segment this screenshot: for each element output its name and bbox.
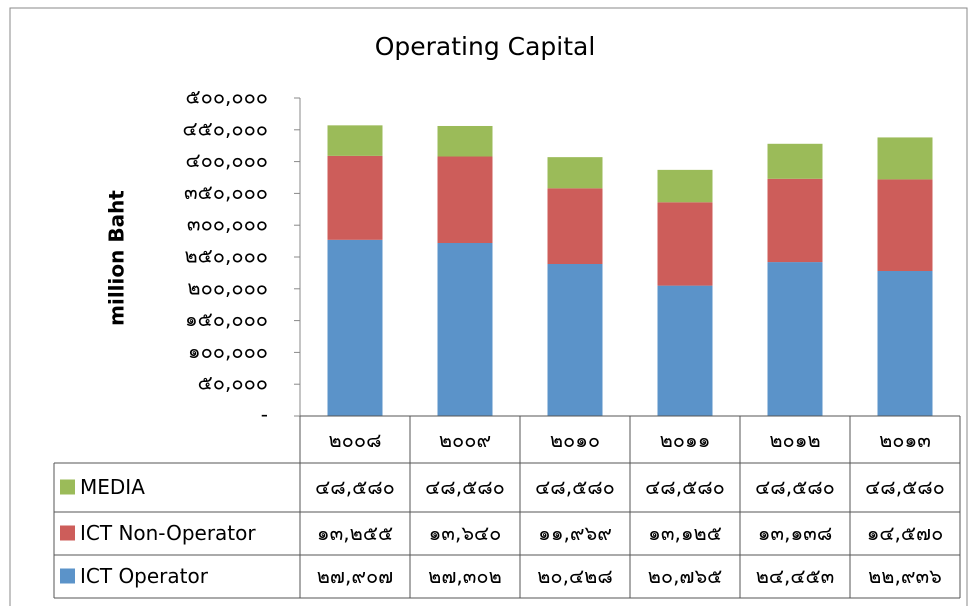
x-tick-label: ๒๐๑๐ <box>550 428 600 452</box>
y-tick-label: ๕๐๐,๐๐๐ <box>185 85 268 109</box>
legend-key <box>60 568 75 584</box>
table-cell: ๔๘,๕๘๐ <box>425 475 505 499</box>
table-cell: ๑๓,๑๒๕ <box>648 521 722 545</box>
x-tick-label: ๒๐๑๑ <box>660 428 711 452</box>
table-cell: ๑๔,๕๗๐ <box>867 521 944 545</box>
bar-segment <box>547 188 603 264</box>
bar-segment <box>437 156 493 244</box>
y-tick-label: ๒๐๐,๐๐๐ <box>187 275 268 299</box>
bar-segment <box>437 125 493 157</box>
table-cell: ๑๓,๑๓๘ <box>758 521 833 545</box>
table-cell: ๒๐,๗๖๕ <box>648 564 723 588</box>
table-cell: ๔๘,๕๘๐ <box>865 475 945 499</box>
legend-key <box>60 525 75 541</box>
y-tick-label: ๒๕๐,๐๐๐ <box>184 244 268 268</box>
bar-segment <box>327 125 383 156</box>
y-tick-label: ๑๕๐,๐๐๐ <box>185 307 268 331</box>
chart-title: Operating Capital <box>375 32 596 61</box>
bar-segment <box>437 243 493 416</box>
bar-segment <box>327 239 383 416</box>
y-tick-label: ๑๐๐,๐๐๐ <box>188 339 268 363</box>
x-tick-label: ๒๐๐๙ <box>439 428 491 452</box>
bar-segment <box>767 262 823 416</box>
table-cell: ๒๔,๔๕๓ <box>756 564 835 588</box>
bar-segment <box>547 157 603 189</box>
x-tick-label: ๒๐๐๘ <box>328 428 381 452</box>
bar-segment <box>657 202 713 286</box>
bar-segment <box>767 178 823 263</box>
bar-segment <box>877 270 933 416</box>
table-cell: ๔๘,๕๘๐ <box>315 475 395 499</box>
table-cell: ๑๑,๙๖๙ <box>538 521 612 545</box>
bar-segment <box>657 169 713 203</box>
x-tick-label: ๒๐๑๓ <box>879 428 931 452</box>
legend-label: ICT Operator <box>80 564 209 588</box>
legend-key <box>60 479 75 495</box>
table-cell: ๑๓,๖๔๐ <box>429 521 502 545</box>
y-tick-label: - <box>261 403 268 427</box>
y-axis-label: million Baht <box>105 190 129 326</box>
table-cell: ๔๘,๕๘๐ <box>755 475 835 499</box>
y-tick-label: ๓๕๐,๐๐๐ <box>184 180 268 204</box>
bar-segment <box>767 143 823 179</box>
bar-segment <box>657 285 713 416</box>
bar-segment <box>327 155 383 240</box>
table-cell: ๒๐,๔๒๘ <box>537 564 613 588</box>
legend-label: ICT Non-Operator <box>80 521 256 545</box>
y-tick-label: ๓๐๐,๐๐๐ <box>187 212 268 236</box>
bar-segment <box>877 179 933 271</box>
table-cell: ๔๘,๕๘๐ <box>535 475 615 499</box>
y-tick-label: ๕๐,๐๐๐ <box>198 371 268 395</box>
y-tick-label: ๔๐๐,๐๐๐ <box>185 148 268 172</box>
table-cell: ๑๓,๒๕๕ <box>317 521 393 545</box>
bar-segment <box>877 137 933 180</box>
y-tick-label: ๔๕๐,๐๐๐ <box>183 116 268 140</box>
bar-segment <box>547 263 603 416</box>
table-cell: ๒๒,๙๓๖ <box>868 564 942 588</box>
x-tick-label: ๒๐๑๒ <box>769 428 820 452</box>
table-cell: ๒๗,๙๐๗ <box>317 564 393 588</box>
legend-label: MEDIA <box>80 475 145 499</box>
table-cell: ๒๗,๓๐๒ <box>428 564 502 588</box>
table-cell: ๔๘,๕๘๐ <box>645 475 725 499</box>
